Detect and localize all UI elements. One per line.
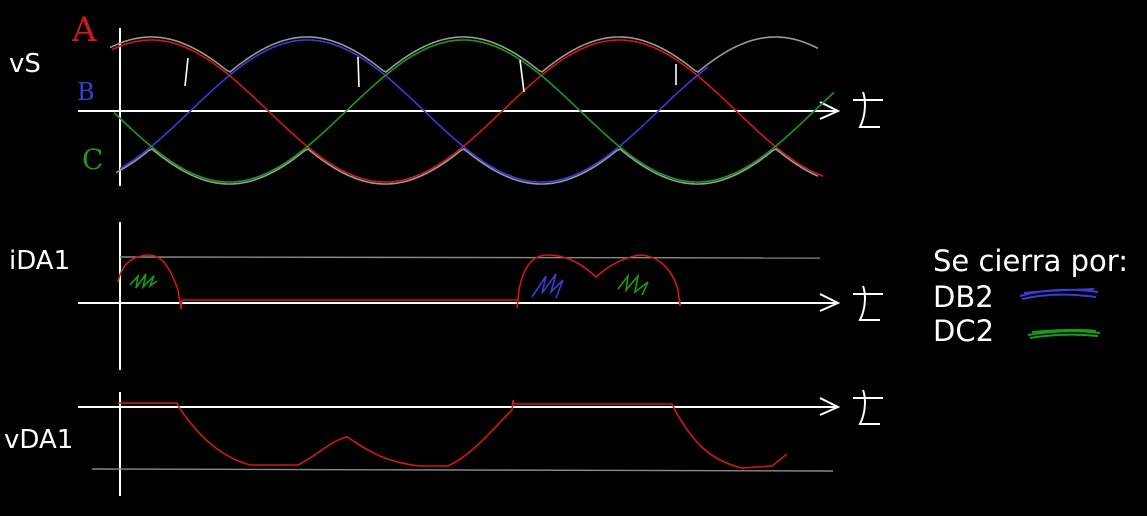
vda1-t-symbol (853, 389, 883, 425)
panel-ida1 (78, 222, 883, 370)
ida1-reference-line (119, 256, 821, 259)
legend-item-dc2: DC2 (933, 314, 995, 348)
panel-vs: A B C (71, 10, 883, 186)
ida1-scribble-dc2 (129, 273, 158, 290)
vs-phase-b-curve (119, 39, 709, 183)
legend-item-db2: DB2 (933, 280, 994, 314)
ida1-scribble-dc2 (617, 273, 649, 296)
ida1-scribble-db2 (531, 273, 564, 299)
vs-envelope-lower (115, 148, 819, 185)
vs-envelope-upper (109, 36, 819, 73)
vs-phase-a-curve (111, 39, 824, 183)
ida1-current-curve (117, 254, 681, 310)
vs-label: vS (9, 49, 41, 79)
ida1-t-arrowhead (819, 293, 841, 312)
vda1-voltage-curve (118, 399, 788, 469)
phase-c-letter: C (82, 143, 103, 176)
vs-t-symbol (853, 91, 883, 128)
ida1-t-symbol (853, 285, 883, 321)
vda1-label: vDA1 (4, 425, 74, 455)
legend-swatch-dc2 (1027, 328, 1101, 339)
vs-phase-c-curve (113, 39, 835, 183)
vda1-t-arrowhead (819, 397, 841, 416)
ida1-label: iDA1 (9, 246, 71, 276)
panel-vda1 (78, 389, 883, 496)
vs-commutation-tick (184, 57, 189, 87)
phase-b-letter: B (77, 78, 95, 106)
vs-commutation-tick (519, 59, 525, 93)
legend-title: Se cierra por: (933, 244, 1128, 278)
vda1-reference-line (91, 468, 834, 472)
phase-a-letter: A (71, 10, 97, 50)
vs-commutation-tick (357, 56, 360, 88)
legend-swatches (1019, 288, 1101, 339)
vs-t-arrowhead (819, 101, 841, 120)
legend-swatch-db2 (1019, 288, 1099, 300)
